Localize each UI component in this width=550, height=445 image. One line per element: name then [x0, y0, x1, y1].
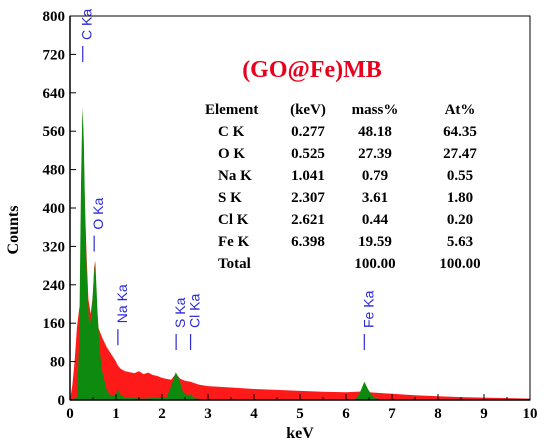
y-tick-label: 80	[50, 355, 65, 371]
table-cell: 64.35	[443, 124, 477, 140]
x-axis-title: keV	[286, 425, 314, 442]
y-tick-label: 640	[43, 86, 66, 102]
table-cell: 0.55	[447, 168, 473, 184]
peak-label: S Ka	[172, 297, 188, 328]
x-tick-label: 4	[250, 406, 258, 422]
table-cell: 0.20	[447, 212, 473, 228]
table-cell: 27.39	[358, 146, 392, 162]
table-header-cell: mass%	[352, 102, 399, 118]
table-cell: Fe K	[218, 234, 250, 250]
axis-layer: 0 1 2 3 4 5 6 7 8 9 10 0 80 160 240 320 400 480 560 640 720 8…	[43, 9, 538, 422]
composition-table: Element (keV) mass% At% C K 0.277 48.18 64.35 O …	[205, 102, 481, 272]
table-cell: 48.18	[358, 124, 392, 140]
x-tick-label: 6	[342, 406, 350, 422]
y-tick-label: 160	[43, 316, 66, 332]
peak-label: O Ka	[90, 197, 106, 229]
y-tick-label: 560	[43, 124, 66, 140]
table-cell: 0.79	[362, 168, 388, 184]
table-cell: Cl K	[218, 212, 249, 228]
peak-label: Fe Ka	[360, 290, 376, 328]
y-axis-title: Counts	[5, 206, 22, 255]
chart-title: (GO@Fe)MB	[242, 57, 382, 83]
table-cell: 2.621	[291, 212, 325, 228]
x-tick-label: 8	[434, 406, 442, 422]
x-tick-label: 2	[158, 406, 166, 422]
y-tick-label: 400	[43, 201, 66, 217]
peak-label: C Ka	[79, 9, 95, 40]
table-cell: 0.44	[362, 212, 389, 228]
table-header-cell: At%	[445, 102, 476, 118]
table-cell: 19.59	[358, 234, 392, 250]
table-cell: 2.307	[291, 190, 325, 206]
table-cell: C K	[218, 124, 245, 140]
table-cell: 100.00	[439, 256, 480, 272]
table-cell: Total	[218, 256, 251, 272]
plot-area	[69, 15, 531, 401]
y-tick-label: 480	[43, 163, 66, 179]
table-header-cell: (keV)	[290, 102, 326, 118]
table-cell: O K	[218, 146, 245, 162]
x-tick-label: 7	[388, 406, 396, 422]
y-tick-label: 240	[43, 278, 66, 294]
table-cell: 100.00	[354, 256, 395, 272]
table-cell: 1.80	[447, 190, 473, 206]
peak-label: Na Ka	[114, 284, 130, 323]
x-tick-label: 3	[204, 406, 212, 422]
x-tick-label: 5	[296, 406, 304, 422]
table-cell: S K	[218, 190, 242, 206]
x-tick-label: 1	[112, 406, 120, 422]
x-tick-label: 9	[480, 406, 488, 422]
table-header-cell: Element	[205, 102, 258, 118]
x-tick-label: 10	[523, 406, 538, 422]
y-tick-label: 720	[43, 47, 66, 63]
table-cell: 5.63	[447, 234, 473, 250]
table-cell: 1.041	[291, 168, 325, 184]
table-cell: 27.47	[443, 146, 477, 162]
spectrum-layer	[70, 107, 530, 400]
peak-label: Cl Ka	[187, 294, 203, 328]
table-cell: 0.277	[291, 124, 325, 140]
series-spectrum	[70, 112, 530, 400]
x-tick-label: 0	[66, 406, 74, 422]
y-tick-label: 0	[58, 393, 66, 409]
table-cell: 3.61	[362, 190, 388, 206]
table-cell: 0.525	[291, 146, 325, 162]
table-cell: Na K	[218, 168, 252, 184]
y-tick-label: 320	[43, 239, 66, 255]
y-tick-label: 800	[43, 9, 66, 25]
table-cell: 6.398	[291, 234, 325, 250]
